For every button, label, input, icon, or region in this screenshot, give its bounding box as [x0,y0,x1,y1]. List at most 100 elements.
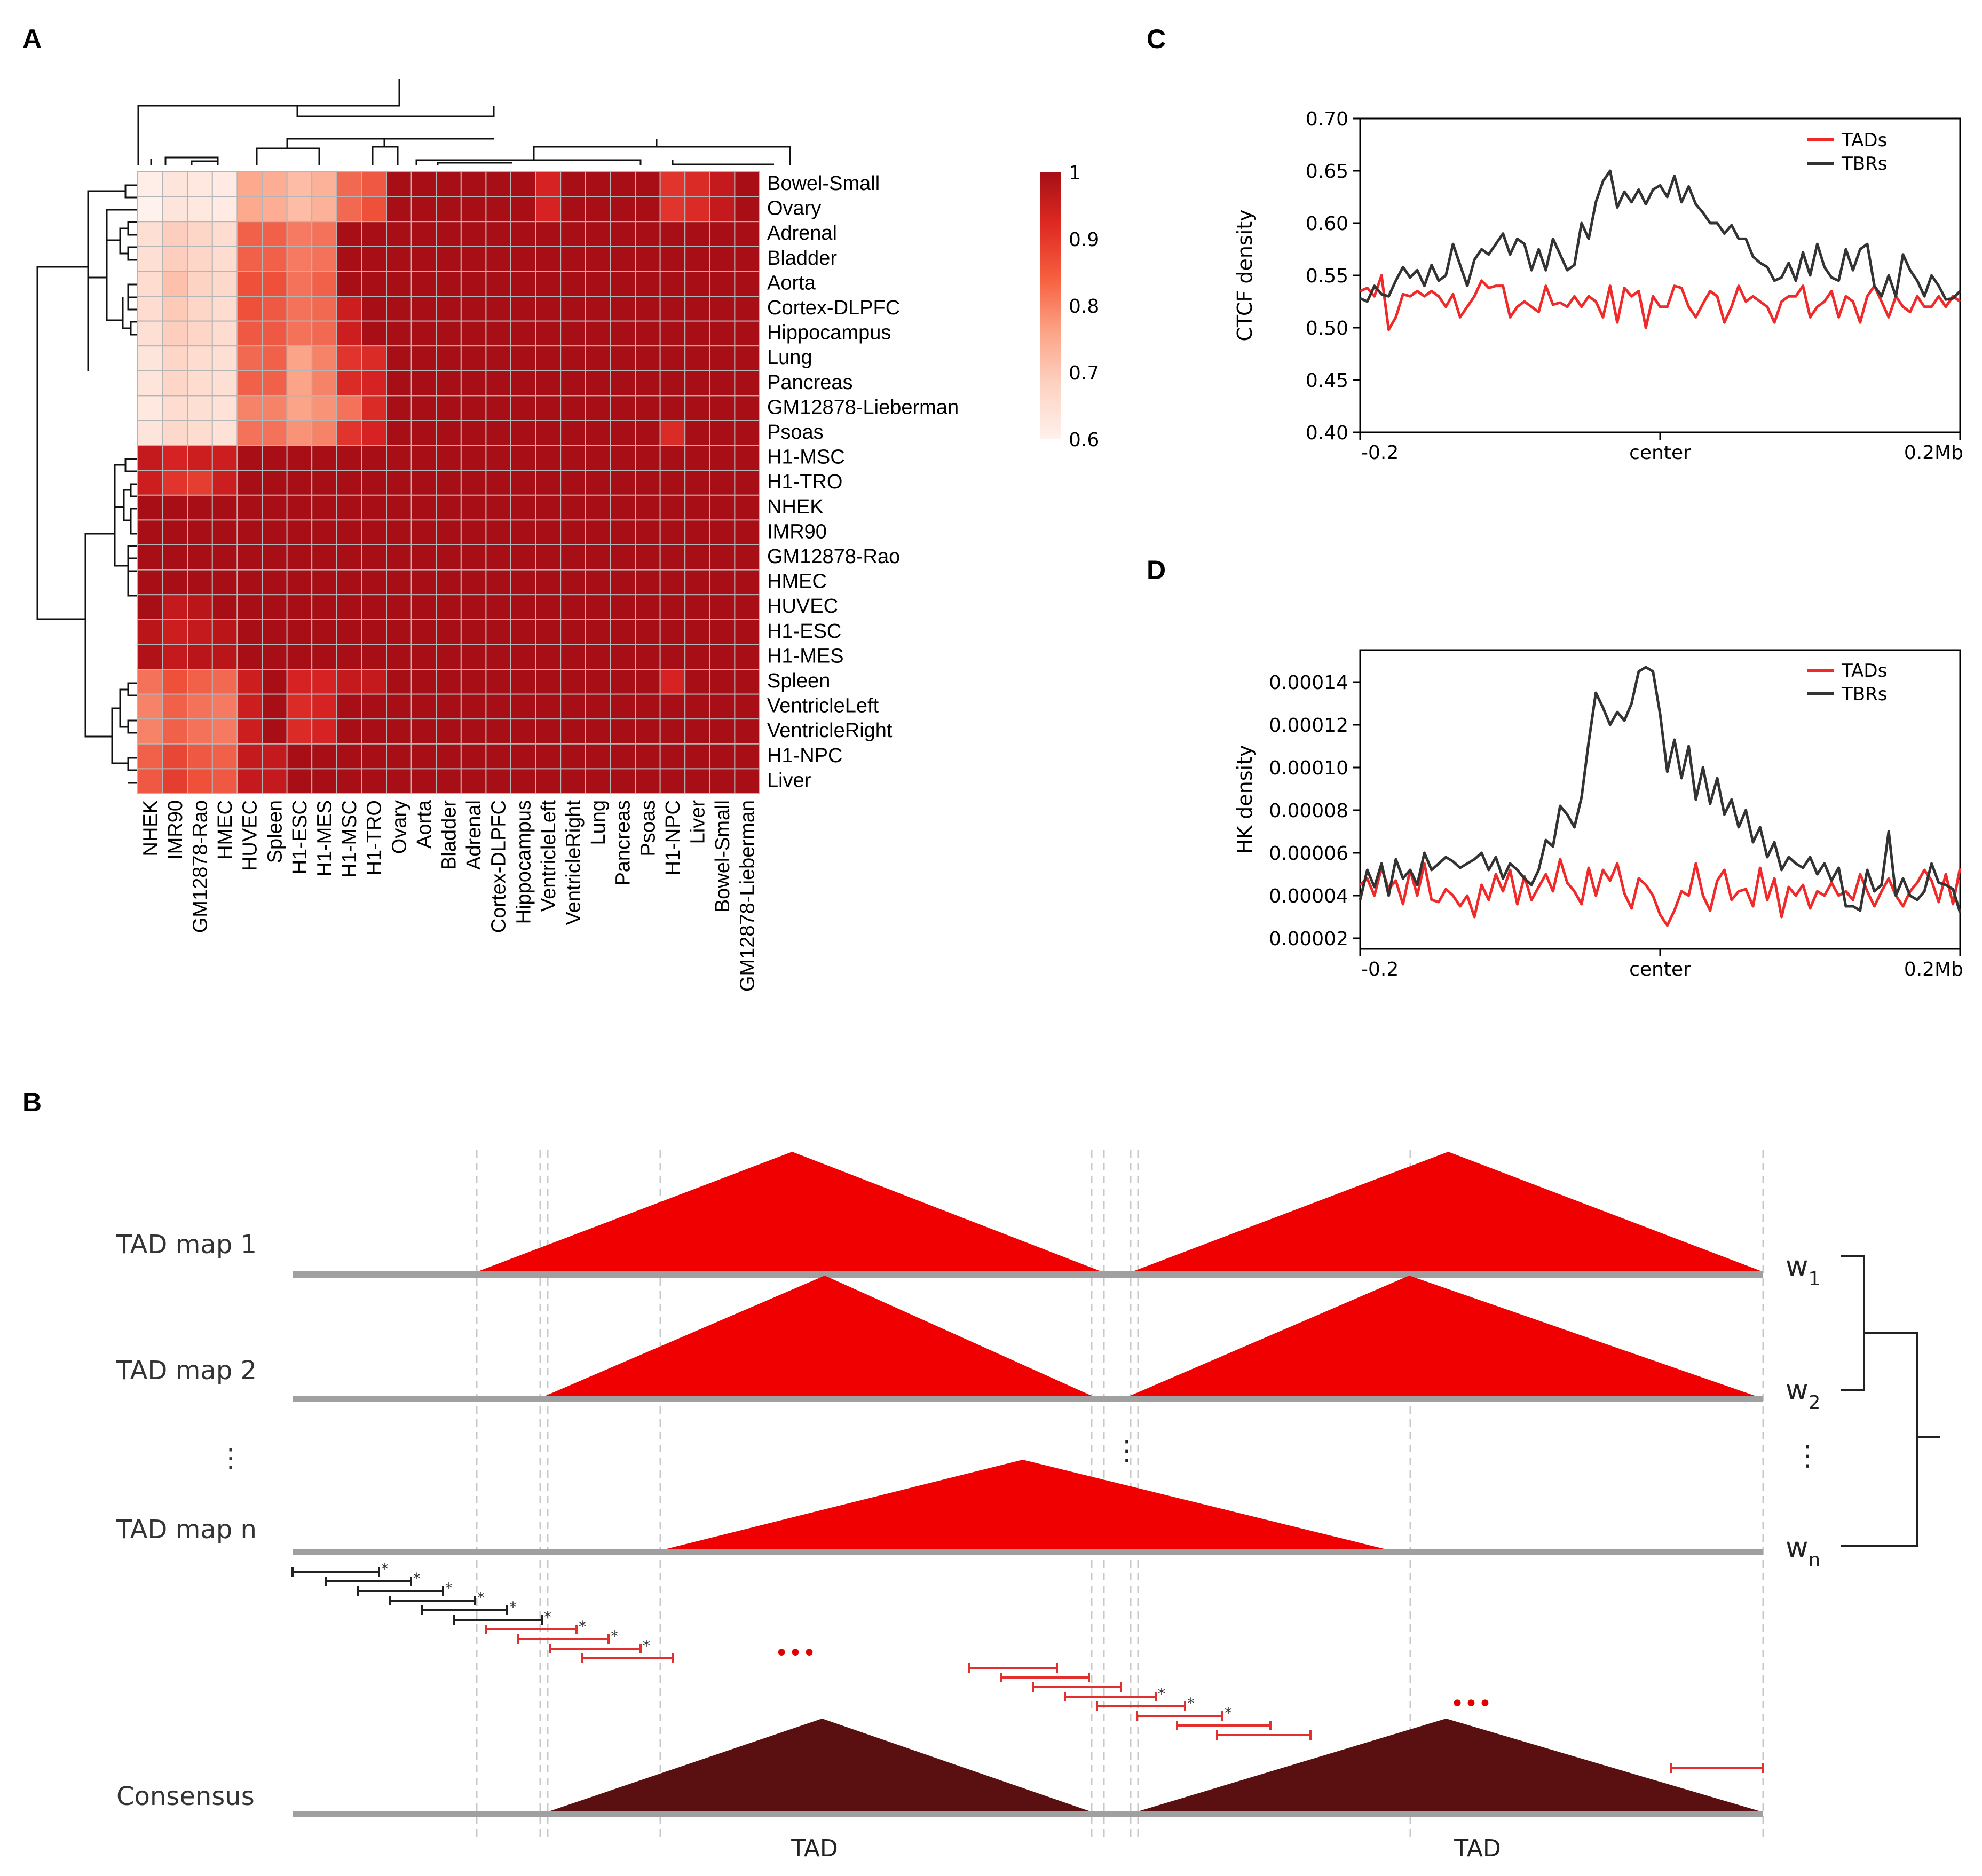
heatmap-cell [485,445,512,471]
heatmap-cell [211,544,238,571]
heatmap-cell [436,320,462,347]
heatmap-cell [734,669,761,695]
heatmap-cell [684,594,710,620]
heatmap-cell [187,221,213,247]
heatmap-cell [659,271,686,297]
series-line-tads [1359,274,1961,331]
heatmap-cell [137,320,163,347]
heatmap-cell [336,271,362,297]
heatmap-row-label: VentricleRight [767,719,893,742]
window-star: * [477,1589,485,1606]
heatmap-cell [560,693,586,720]
heatmap-cell [262,370,288,397]
heatmap-row-label: Liver [767,769,811,791]
heatmap-cell [510,519,536,546]
heatmap-cell [361,669,388,695]
heatmap-row-label: Lung [767,346,812,369]
heatmap-cell [709,395,736,422]
heatmap-cell [137,693,163,720]
heatmap-cell [137,594,163,620]
heatmap-cell [410,171,437,197]
heatmap-cell [485,594,512,620]
heatmap-cell [460,718,487,745]
heatmap-cell [610,296,636,322]
heatmap-cell [709,619,736,645]
sliding-windows: * * * * * * * * * * * * [291,1560,1764,1773]
heatmap-cell [610,619,636,645]
heatmap-cell [436,669,462,695]
heatmap-cell [709,470,736,496]
heatmap-cell [684,370,710,397]
heatmap-row-label: Pancreas [767,371,853,394]
heatmap-row-label: HUVEC [767,595,838,618]
heatmap-cell [311,345,337,371]
window-star: * [1187,1695,1195,1712]
heatmap-cell [311,445,337,471]
heatmap-cell [485,395,512,422]
y-tick-label: 0.00014 [1269,672,1348,694]
heatmap-cell [535,445,562,471]
legend-label-tads: TADs [1841,130,1887,151]
heatmap-cell [137,718,163,745]
heatmap-cell [684,693,710,720]
heatmap-cell [709,420,736,446]
heatmap-cell [162,544,188,571]
heatmap-cell [162,296,188,322]
heatmap-cell [684,271,710,297]
heatmap-cell [585,644,611,670]
heatmap-cell [635,296,661,322]
heatmap-cell [211,644,238,670]
heatmap-col-label: Psoas [637,800,659,857]
heatmap-cell [510,743,536,770]
heatmap-cell [211,718,238,745]
heatmap-cell [684,569,710,596]
heatmap-cell [336,296,362,322]
heatmap-cell [460,768,487,795]
heatmap-cell [709,594,736,620]
heatmap-cell [460,669,487,695]
weights: w1 w2 ⋮ wn [1786,1250,1821,1571]
heatmap-cell [659,296,686,322]
window-star: * [413,1570,421,1587]
consensus-label: Consensus [116,1782,255,1811]
heatmap-cell [187,171,213,197]
heatmap-cell [436,768,462,795]
heatmap-cell [659,569,686,596]
heatmap-cell [311,669,337,695]
heatmap-cell [386,246,412,272]
heatmap-cell [734,221,761,247]
heatmap-cell [137,445,163,471]
heatmap-cell [211,619,238,645]
y-tick-label: 0.00006 [1269,843,1348,865]
colorbar-tick-label: 1 [1069,162,1081,184]
heatmap-cell [460,445,487,471]
y-tick-label: 0.00008 [1269,800,1348,822]
heatmap-cell [262,320,288,347]
heatmap-row-label: H1-NPC [767,745,842,767]
heatmap-cell [485,619,512,645]
heatmap-cell [659,743,686,770]
heatmap-cell [262,519,288,546]
heatmap-cell [361,494,388,521]
heatmap-cell [485,644,512,670]
heatmap-cell [410,271,437,297]
heatmap-cell [211,470,238,496]
heatmap-cell [187,370,213,397]
heatmap-cell [236,370,263,397]
heatmap-cell [311,544,337,571]
heatmap-cell [410,743,437,770]
heatmap-cell [386,519,412,546]
heatmap-cell [684,544,710,571]
colorbar-tick-label: 0.9 [1069,229,1099,251]
heatmap-cell [485,718,512,745]
heatmap-cell [286,619,313,645]
window-star: * [611,1627,618,1645]
heatmap-cell [386,420,412,446]
heatmap-cell [386,693,412,720]
panel-letter-c: C [1147,24,1166,54]
heatmap-cell [635,768,661,795]
heatmap-cell [610,395,636,422]
heatmap-cell [684,296,710,322]
